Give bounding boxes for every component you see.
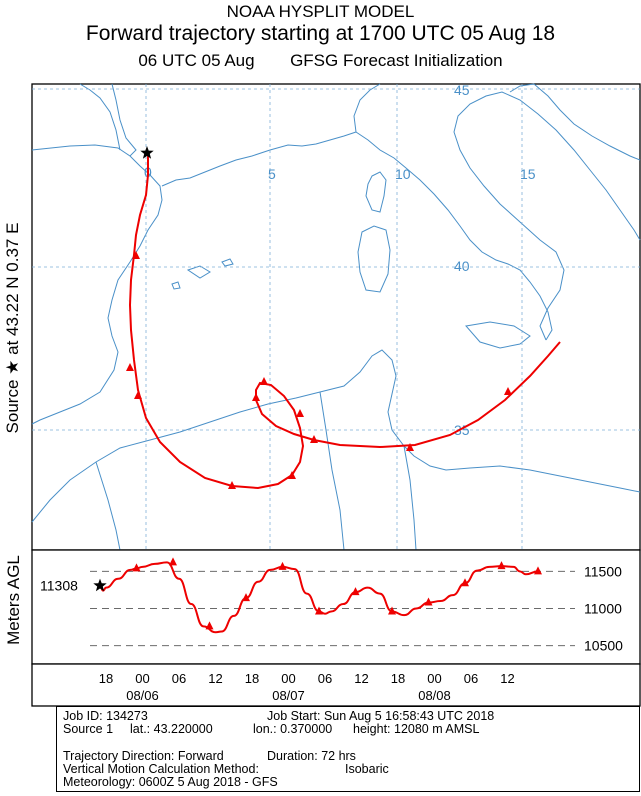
source-lon: lon.: 0.370000 — [253, 722, 333, 736]
height-marker — [351, 587, 360, 596]
time-tick-label: 00 — [427, 671, 441, 686]
height-marker — [388, 606, 396, 615]
coast-ibiza — [171, 281, 181, 290]
trajectory-marker — [406, 443, 414, 451]
height-gridlines: 11500 11000 10500 — [90, 563, 623, 654]
coast-north-adriatic — [509, 83, 535, 93]
chart-subtitle-2: 06 UTC 05 Aug GFSG Forecast Initializati… — [0, 51, 641, 71]
latitude-label: 35 — [454, 422, 470, 438]
latitude-label: 40 — [454, 258, 470, 274]
height-tick-label: 10500 — [584, 638, 623, 654]
coast-gulf-of-lion — [161, 131, 357, 187]
trajectory-marker — [132, 251, 140, 259]
border-3 — [403, 445, 417, 551]
height-marker — [132, 563, 141, 572]
trajectory-direction: Trajectory Direction: Forward — [63, 749, 224, 763]
time-tick-label: 12 — [208, 671, 222, 686]
coast-corsica — [365, 171, 387, 213]
source-star-height — [93, 578, 107, 592]
coast-north-africa — [31, 349, 641, 523]
coast-menorca — [221, 258, 234, 267]
coast-sicily — [465, 321, 531, 349]
source-height: height: 12080 m AMSL — [353, 722, 480, 736]
height-marker — [461, 578, 469, 587]
height-marker — [278, 561, 287, 570]
longitude-label: 5 — [268, 166, 276, 182]
forecast-init-label: GFSG Forecast Initialization — [290, 51, 503, 70]
longitude-label: 10 — [395, 166, 411, 182]
trajectory-marker — [260, 377, 268, 385]
date-label: 08/07 — [272, 688, 305, 703]
height-series: 11308 — [40, 557, 542, 634]
trajectory-marker — [310, 435, 318, 443]
time-tick-label: 00 — [135, 671, 149, 686]
trajectory-line — [128, 154, 561, 490]
height-marker — [315, 606, 323, 615]
time-axis-frame — [31, 663, 641, 707]
init-time-label: 06 UTC 05 Aug — [138, 51, 255, 70]
height-tick-label: 11000 — [584, 600, 622, 616]
map-frame — [31, 83, 641, 551]
vertical-method-value: Isobaric — [345, 762, 389, 776]
time-tick-label: 18 — [245, 671, 259, 686]
time-tick-label: 06 — [172, 671, 186, 686]
job-start: Job Start: Sun Aug 5 16:58:43 UTC 2018 — [267, 709, 495, 723]
coast-biscay — [31, 83, 137, 157]
vertical-method: Vertical Motion Calculation Method: — [63, 762, 259, 776]
time-tick-label: 12 — [354, 671, 368, 686]
trajectory-marker — [228, 481, 236, 489]
trajectory-path — [126, 146, 561, 490]
trajectory-marker — [296, 409, 304, 417]
coast-spain-east — [31, 155, 163, 425]
time-tick-label: 18 — [99, 671, 113, 686]
height-tick-label: 11500 — [584, 563, 622, 579]
height-frame — [31, 549, 641, 665]
coast-sardinia — [357, 225, 391, 293]
trajectory-duration: Duration: 72 hrs — [267, 749, 356, 763]
date-label: 08/06 — [126, 688, 159, 703]
time-axis: 18 00 06 12 18 00 06 12 18 00 06 12 08/06 08/07 08/08 — [99, 671, 515, 703]
border-6 — [533, 83, 641, 161]
trajectory-marker — [504, 387, 512, 395]
time-tick-label: 18 — [391, 671, 405, 686]
time-tick-label: 12 — [500, 671, 514, 686]
time-tick-label: 00 — [281, 671, 295, 686]
height-marker — [205, 621, 214, 630]
date-label: 08/08 — [418, 688, 451, 703]
trajectory-marker — [126, 363, 134, 371]
meteorology: Meteorology: 0600Z 5 Aug 2018 - GFS — [63, 775, 278, 789]
chart-title: NOAA HYSPLIT MODEL — [226, 2, 415, 21]
height-marker — [424, 597, 433, 606]
height-panel: 11500 11000 10500 11308 — [31, 549, 641, 665]
coast-italy-west — [355, 131, 553, 341]
border-2 — [319, 391, 345, 551]
source-id: Source 1 — [63, 722, 114, 736]
source-lat: lat.: 43.220000 — [130, 722, 213, 736]
trajectory-marker — [134, 391, 142, 399]
latitude-label: 45 — [454, 82, 470, 98]
height-marker — [242, 593, 250, 602]
trajectory-marker — [288, 471, 296, 479]
time-tick-label: 06 — [464, 671, 478, 686]
job-info-box: Job ID: 134273 Job Start: Sun Aug 5 16:5… — [56, 706, 640, 792]
job-id: Job ID: 134273 — [63, 709, 148, 723]
longitude-label: 15 — [520, 166, 536, 182]
height-marker — [534, 566, 542, 575]
chart-subtitle: Forward trajectory starting at 1700 UTC … — [85, 22, 556, 45]
border-1 — [95, 461, 121, 551]
trajectory-marker — [252, 393, 260, 401]
time-axis-panel: 18 00 06 12 18 00 06 12 18 00 06 12 08/06 08/07 08/08 — [31, 663, 641, 707]
source-star-map — [140, 146, 154, 159]
height-marker — [497, 561, 506, 570]
border-5 — [353, 83, 381, 133]
start-height-label: 11308 — [40, 578, 78, 594]
time-tick-label: 06 — [318, 671, 332, 686]
height-marker — [169, 557, 177, 566]
